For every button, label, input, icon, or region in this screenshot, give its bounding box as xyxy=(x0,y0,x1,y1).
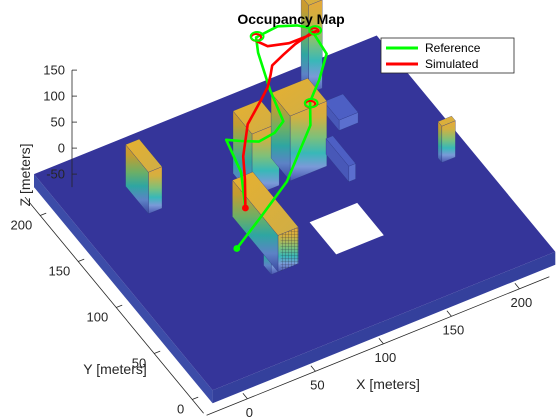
ground-top xyxy=(34,35,556,391)
ground-side-front xyxy=(212,251,556,404)
reference-path xyxy=(224,24,328,250)
obstacle-front-face xyxy=(348,163,356,183)
x-tick-label: 0 xyxy=(246,405,253,420)
chart-title: Occupancy Map xyxy=(237,11,344,27)
legend-label-reference: Reference xyxy=(425,41,481,55)
obstacle-front-face xyxy=(148,166,163,215)
obstacle-top-face xyxy=(437,115,456,127)
obstacle-top-face xyxy=(304,0,323,6)
obstacle-mesh xyxy=(280,227,299,271)
y-axis-tick xyxy=(116,304,123,308)
x-axis-tick xyxy=(446,310,452,317)
obstacle-box xyxy=(437,115,456,164)
x-tick-label: 50 xyxy=(310,377,324,392)
y-axis-label: Y [meters] xyxy=(83,361,147,377)
x-axis-tick xyxy=(514,283,520,290)
reference-loop xyxy=(308,25,323,36)
obstacle-top-face xyxy=(325,135,356,167)
obstacle-box xyxy=(125,138,163,215)
ground-hole xyxy=(309,202,384,255)
z-tick-label: 100 xyxy=(43,89,65,104)
x-axis-tick xyxy=(378,338,384,345)
z-tick-label: 50 xyxy=(51,115,65,130)
y-axis-tick xyxy=(154,350,161,354)
x-axis-label: X [meters] xyxy=(356,376,420,392)
y-axis-tick xyxy=(192,396,199,400)
y-tick-label: 100 xyxy=(86,310,108,325)
simulated-start-marker xyxy=(242,204,249,212)
z-tick-label: 0 xyxy=(58,141,65,156)
legend-box xyxy=(380,37,515,74)
ground-side-left xyxy=(34,174,213,404)
y-tick-label: 200 xyxy=(10,218,32,233)
x-axis-tick xyxy=(242,393,248,400)
obstacle-side-face xyxy=(437,121,442,164)
axes-layer: 0 50 100 150 200 0 50 100 150 200 150 100 50 0 -50 xyxy=(10,63,550,420)
reference-start-marker xyxy=(233,245,241,252)
paths-layer xyxy=(224,24,328,252)
obstacle-front-face xyxy=(441,120,456,163)
x-axis-tick xyxy=(310,365,316,372)
z-tick-label: 150 xyxy=(43,63,65,78)
legend: Reference Simulated xyxy=(380,37,515,74)
simulated-path xyxy=(241,29,318,210)
y-tick-label: 150 xyxy=(48,264,70,279)
obstacle-top-face xyxy=(323,93,359,121)
obstacle-box xyxy=(270,78,328,182)
y-axis-tick xyxy=(78,258,85,262)
obstacle-box xyxy=(300,0,323,95)
reference-loop xyxy=(303,97,319,109)
x-axis-line xyxy=(206,276,550,416)
obstacle-box xyxy=(325,135,356,183)
reference-loop xyxy=(249,31,265,42)
x-tick-label: 150 xyxy=(443,322,465,337)
z-axis-label-text: Z [meters] xyxy=(17,143,33,206)
y-axis-line xyxy=(24,196,204,414)
z-axis-label: Z [meters] xyxy=(17,143,33,206)
x-tick-label: 100 xyxy=(375,350,397,365)
z-tick-label: -50 xyxy=(46,167,65,182)
y-tick-label: 0 xyxy=(177,402,184,417)
y-axis-tick xyxy=(40,212,47,216)
obstacle-top-face xyxy=(125,138,163,173)
obstacle-box xyxy=(323,93,359,131)
y-tick-label: 50 xyxy=(132,356,146,371)
x-tick-label: 200 xyxy=(511,295,533,310)
ground-layer xyxy=(34,35,556,404)
legend-label-simulated: Simulated xyxy=(425,57,478,71)
